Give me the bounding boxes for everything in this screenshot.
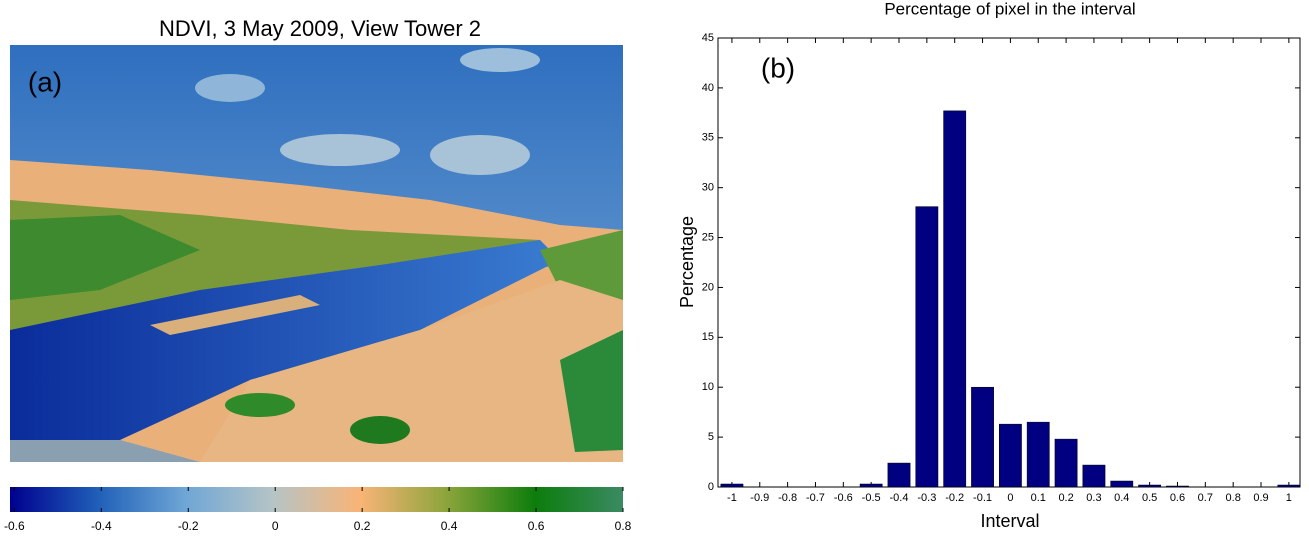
x-tick-label: -0.7 bbox=[806, 492, 825, 504]
colorbar-tick-label: -0.6 bbox=[4, 519, 25, 533]
ndvi-image bbox=[10, 45, 623, 462]
colorbar-tick-label: -0.4 bbox=[91, 519, 112, 533]
bar bbox=[1083, 465, 1105, 487]
x-tick-label: 0.6 bbox=[1170, 492, 1185, 504]
bar bbox=[888, 463, 910, 487]
axes-box bbox=[718, 38, 1300, 487]
panel-label: (a) bbox=[28, 66, 62, 97]
x-tick-label: -0.8 bbox=[778, 492, 797, 504]
y-tick-label: 45 bbox=[702, 32, 714, 44]
x-tick-label: 0 bbox=[1007, 492, 1013, 504]
colorbar-tick-label: -0.2 bbox=[178, 519, 199, 533]
bar bbox=[971, 387, 993, 487]
bar bbox=[1278, 485, 1300, 487]
x-tick-label: 0.8 bbox=[1226, 492, 1241, 504]
image-title: NDVI, 3 May 2009, View Tower 2 bbox=[159, 16, 481, 41]
x-tick-label: -0.9 bbox=[750, 492, 769, 504]
x-tick-label: -0.4 bbox=[890, 492, 909, 504]
bar bbox=[1166, 486, 1188, 487]
panel-label: (b) bbox=[761, 52, 795, 83]
y-tick-label: 20 bbox=[702, 281, 714, 293]
y-tick-label: 10 bbox=[702, 381, 714, 393]
x-axis-label: Interval bbox=[980, 511, 1039, 531]
y-tick-label: 35 bbox=[702, 132, 714, 144]
y-tick-label: 30 bbox=[702, 182, 714, 194]
x-tick-label: -0.2 bbox=[945, 492, 964, 504]
bar bbox=[860, 484, 882, 487]
bar bbox=[1138, 485, 1160, 487]
bar bbox=[916, 207, 938, 487]
x-tick-label: 1 bbox=[1286, 492, 1292, 504]
bar bbox=[999, 424, 1021, 487]
y-axis-label: Percentage bbox=[677, 216, 697, 308]
figure: NDVI, 3 May 2009, View Tower 2 (a) Perce… bbox=[0, 0, 1309, 537]
x-tick-label: -1 bbox=[727, 492, 737, 504]
x-tick-label: 0.9 bbox=[1253, 492, 1268, 504]
y-tick-label: 15 bbox=[702, 331, 714, 343]
colorbar-tick-label: 0.8 bbox=[615, 519, 632, 533]
colorbar-tick-label: 0 bbox=[272, 519, 279, 533]
colorbar-tick-label: 0.4 bbox=[441, 519, 458, 533]
bar bbox=[944, 111, 966, 487]
x-tick-label: 0.7 bbox=[1198, 492, 1213, 504]
x-tick-label: 0.5 bbox=[1142, 492, 1157, 504]
y-tick-label: 5 bbox=[708, 431, 714, 443]
x-tick-label: 0.1 bbox=[1031, 492, 1046, 504]
x-tick-label: -0.1 bbox=[973, 492, 992, 504]
bar bbox=[1111, 481, 1133, 487]
colorbar-scale bbox=[10, 487, 623, 512]
colorbar-tick-label: 0.6 bbox=[528, 519, 545, 533]
x-tick-label: -0.3 bbox=[917, 492, 936, 504]
y-tick-label: 0 bbox=[708, 481, 714, 493]
x-tick-label: 0.2 bbox=[1058, 492, 1073, 504]
bar bbox=[721, 484, 743, 487]
x-tick-label: 0.3 bbox=[1086, 492, 1101, 504]
x-tick-label: -0.6 bbox=[834, 492, 853, 504]
x-tick-label: -0.5 bbox=[862, 492, 881, 504]
chart-title: Percentage of pixel in the interval bbox=[884, 0, 1135, 18]
bar bbox=[1027, 422, 1049, 487]
y-tick-label: 40 bbox=[702, 82, 714, 94]
bar bbox=[1055, 439, 1077, 487]
x-tick-label: 0.4 bbox=[1114, 492, 1129, 504]
colorbar-tick-label: 0.2 bbox=[354, 519, 371, 533]
y-tick-label: 25 bbox=[702, 231, 714, 243]
colorbar bbox=[10, 487, 623, 512]
